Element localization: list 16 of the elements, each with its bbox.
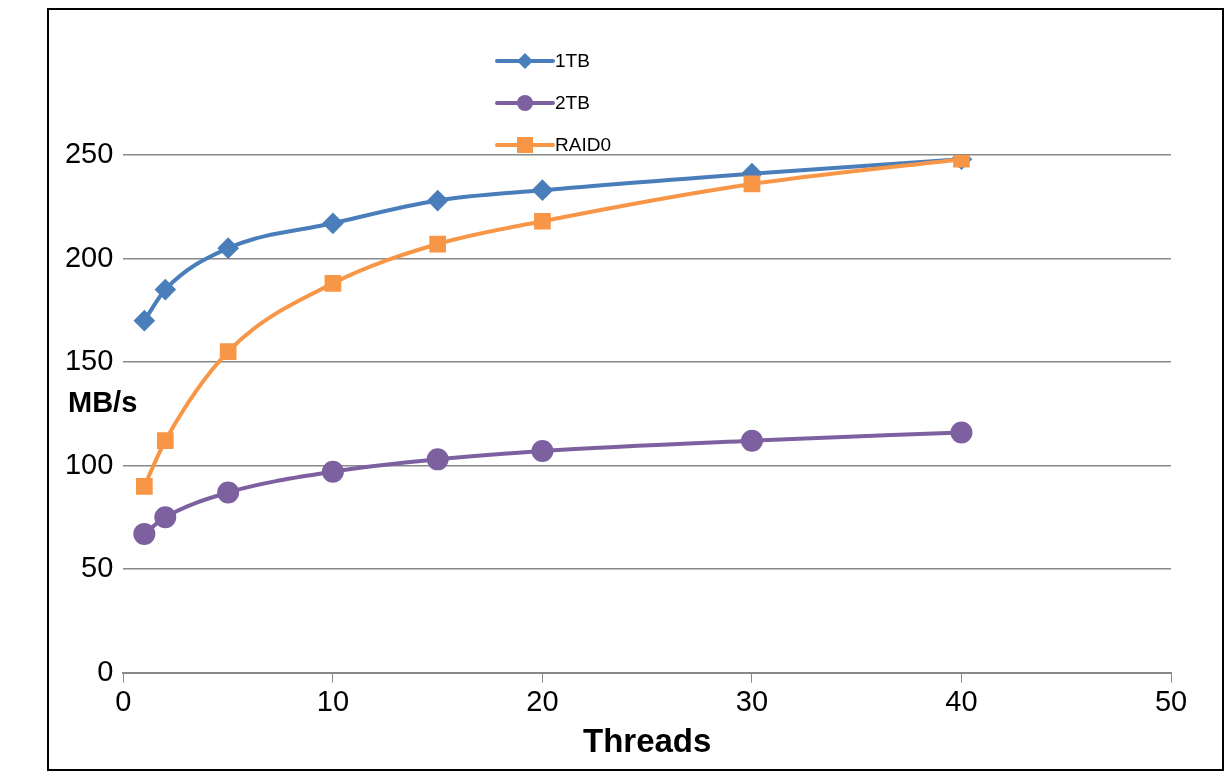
y-tick-label: 0 (97, 654, 114, 687)
legend-label: RAID0 (555, 134, 611, 156)
x-axis-title: Threads (583, 722, 712, 760)
legend-label: 1TB (555, 50, 590, 72)
legend-label: 2TB (555, 92, 590, 114)
y-tick-label: 150 (64, 344, 114, 377)
y-tick-label: 250 (64, 137, 114, 169)
x-tick-label: 40 (945, 685, 978, 717)
y-axis-title: MB/s (68, 385, 138, 418)
y-tick-label: 100 (64, 447, 114, 480)
y-tick-label: 200 (64, 240, 114, 273)
x-tick-label: 30 (735, 685, 769, 717)
x-tick-label: 20 (526, 685, 559, 717)
y-tick-label: 50 (81, 551, 114, 584)
x-tick-label: 10 (316, 685, 350, 717)
x-tick-label: 50 (1154, 685, 1188, 717)
